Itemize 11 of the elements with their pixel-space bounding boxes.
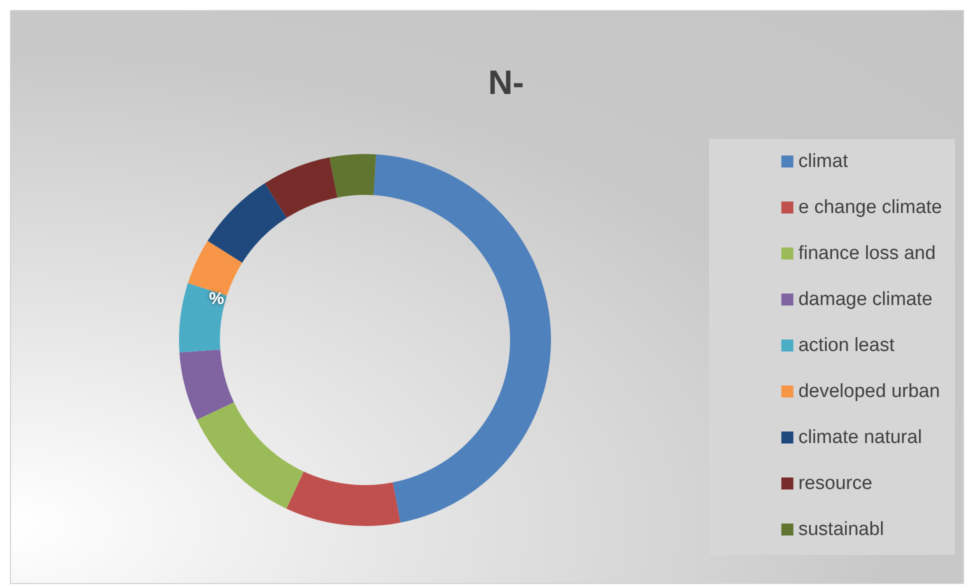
legend-label: climate natural <box>798 427 922 448</box>
legend-label: damage climate <box>798 289 932 310</box>
text: % <box>209 289 224 308</box>
legend-label: finance loss and <box>798 243 936 264</box>
legend-label: climat <box>798 151 849 172</box>
chart-title: N- <box>488 64 524 102</box>
legend-label: action least <box>798 335 896 356</box>
legend-label: sustainabl <box>798 519 884 540</box>
legend-label: developed urban <box>798 381 940 402</box>
legend-label: e change climate <box>798 197 942 218</box>
legend-label: resource <box>798 473 872 494</box>
